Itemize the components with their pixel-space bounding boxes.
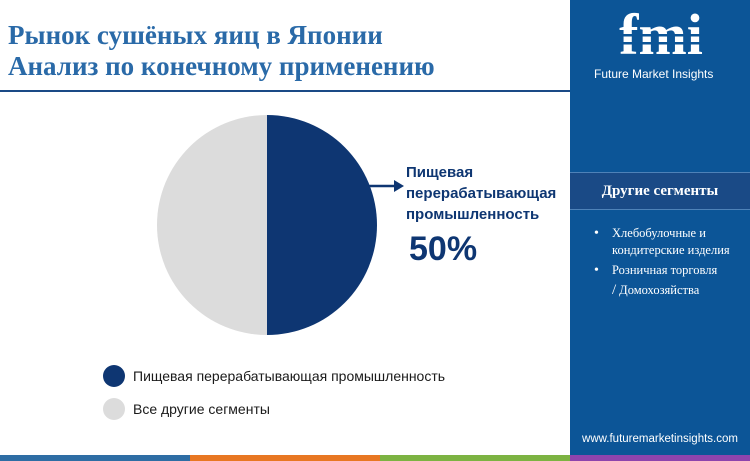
- pie-chart: [157, 115, 377, 335]
- callout-arrow-icon: [368, 180, 404, 192]
- slash-icon: /: [612, 282, 617, 298]
- legend-swatch: [103, 365, 125, 387]
- strip-segment: [570, 455, 750, 461]
- legend-label: Все другие сегменты: [133, 401, 270, 417]
- pie-slice-1: [157, 115, 267, 335]
- other-segments-heading: Другие сегменты: [570, 172, 750, 210]
- callout-value: 50%: [409, 230, 478, 268]
- title-line-1: Рынок сушёных яиц в Японии: [8, 20, 383, 50]
- strip-segment: [380, 455, 570, 461]
- legend-swatch: [103, 398, 125, 420]
- callout-label: Пищевая перерабатывающая промышленность: [406, 164, 557, 223]
- title-divider: [0, 90, 570, 92]
- pie-slice-0: [267, 115, 377, 335]
- list-item: Розничная торговля: [592, 262, 742, 279]
- legend-item-food-processing: Пищевая перерабатывающая промышленность: [103, 363, 445, 389]
- fmi-logo: fmi: [596, 8, 726, 63]
- page-title: Рынок сушёных яиц в Японии Анализ по кон…: [8, 20, 568, 82]
- legend-item-other-segments: Все другие сегменты: [103, 396, 445, 422]
- strip-segment: [0, 455, 190, 461]
- sidebar: fmi Future Market Insights Другие сегмен…: [570, 0, 750, 455]
- brand-name: Future Market Insights: [594, 67, 714, 81]
- bottom-color-strip: [0, 455, 750, 461]
- legend-label: Пищевая перерабатывающая промышленность: [133, 368, 446, 384]
- title-line-2: Анализ по конечному применению: [8, 51, 435, 81]
- list-item: Хлебобулочные и кондитерские изделия: [592, 225, 742, 259]
- chart-legend: Пищевая перерабатывающая промышленность …: [103, 363, 445, 429]
- list-item: / Домохозяйства: [612, 282, 700, 298]
- strip-segment: [190, 455, 380, 461]
- other-segments-list: Хлебобулочные и кондитерские изделия Роз…: [592, 225, 742, 302]
- website-link[interactable]: www.futuremarketinsights.com: [582, 433, 738, 445]
